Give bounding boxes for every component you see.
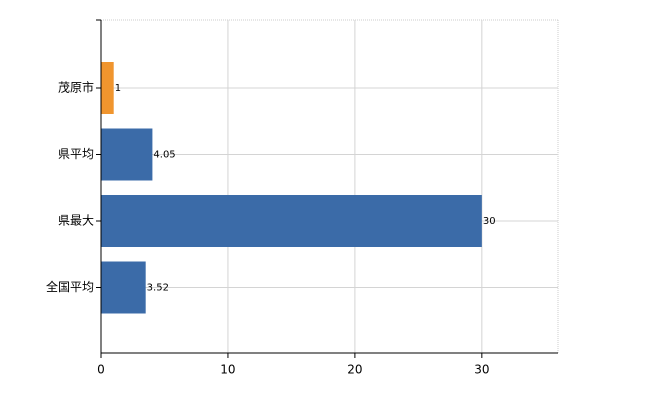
value-label: 3.52 bbox=[147, 283, 169, 294]
x-tick-label: 0 bbox=[97, 363, 105, 377]
value-label: 1 bbox=[115, 83, 121, 94]
bar bbox=[101, 261, 146, 314]
y-tick-label: 茂原市 bbox=[58, 80, 94, 95]
value-label: 30 bbox=[483, 216, 496, 227]
bar bbox=[101, 128, 153, 181]
bar bbox=[101, 195, 482, 247]
value-label: 4.05 bbox=[153, 150, 175, 161]
x-tick-label: 20 bbox=[347, 363, 362, 377]
y-tick-label: 全国平均 bbox=[46, 279, 94, 294]
y-tick-label: 県最大 bbox=[58, 214, 94, 228]
y-tick-label: 県平均 bbox=[58, 147, 94, 161]
bar bbox=[101, 62, 114, 114]
x-tick-label: 30 bbox=[474, 363, 489, 377]
x-tick-label: 10 bbox=[220, 363, 235, 377]
